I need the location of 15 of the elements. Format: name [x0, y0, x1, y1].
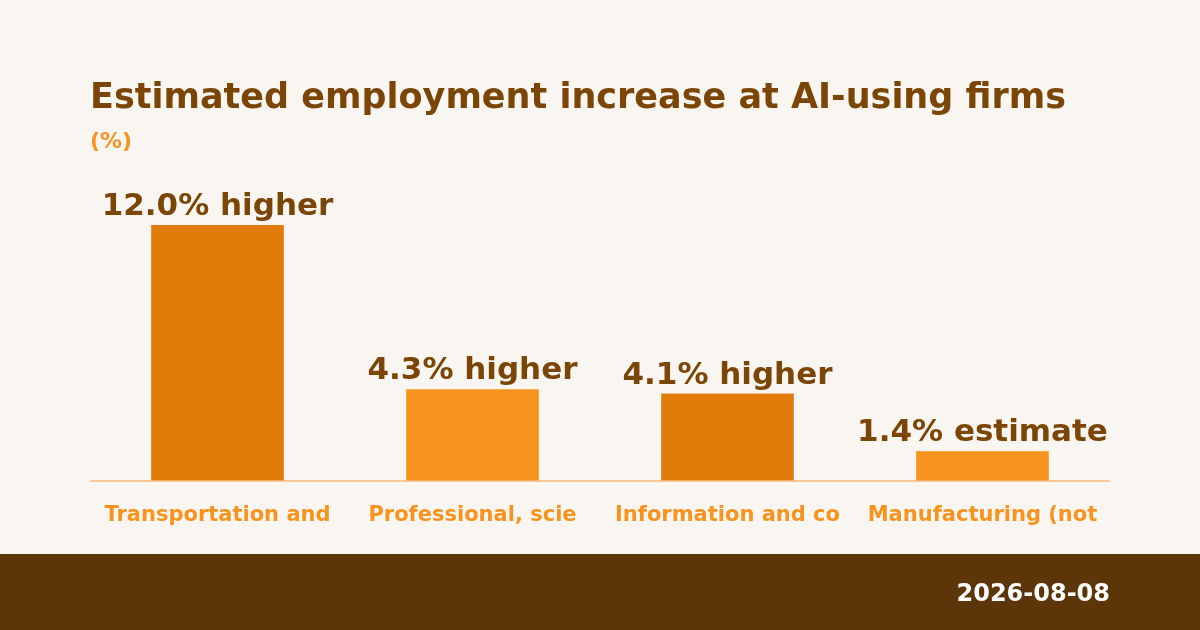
data-label: 4.1% higher	[622, 354, 834, 391]
bar	[406, 389, 539, 481]
chart-subtitle: (%)	[90, 128, 133, 153]
x-tick-label: Professional, scie	[368, 502, 577, 526]
x-tick-label: Information and co	[614, 502, 841, 526]
text: 2026-08-08	[956, 579, 1110, 607]
x-tick-label: Manufacturing (not	[867, 502, 1098, 526]
bar	[661, 393, 794, 481]
bar	[151, 225, 284, 481]
bar	[916, 451, 1049, 481]
chart-title: Estimated employment increase at AI-using firms	[90, 76, 1067, 116]
data-label: 12.0% higher	[101, 186, 335, 222]
data-label: 1.4% estimate	[857, 412, 1108, 449]
x-tick-label: Transportation and	[104, 502, 331, 526]
data-label: 4.3% higher	[367, 350, 579, 387]
